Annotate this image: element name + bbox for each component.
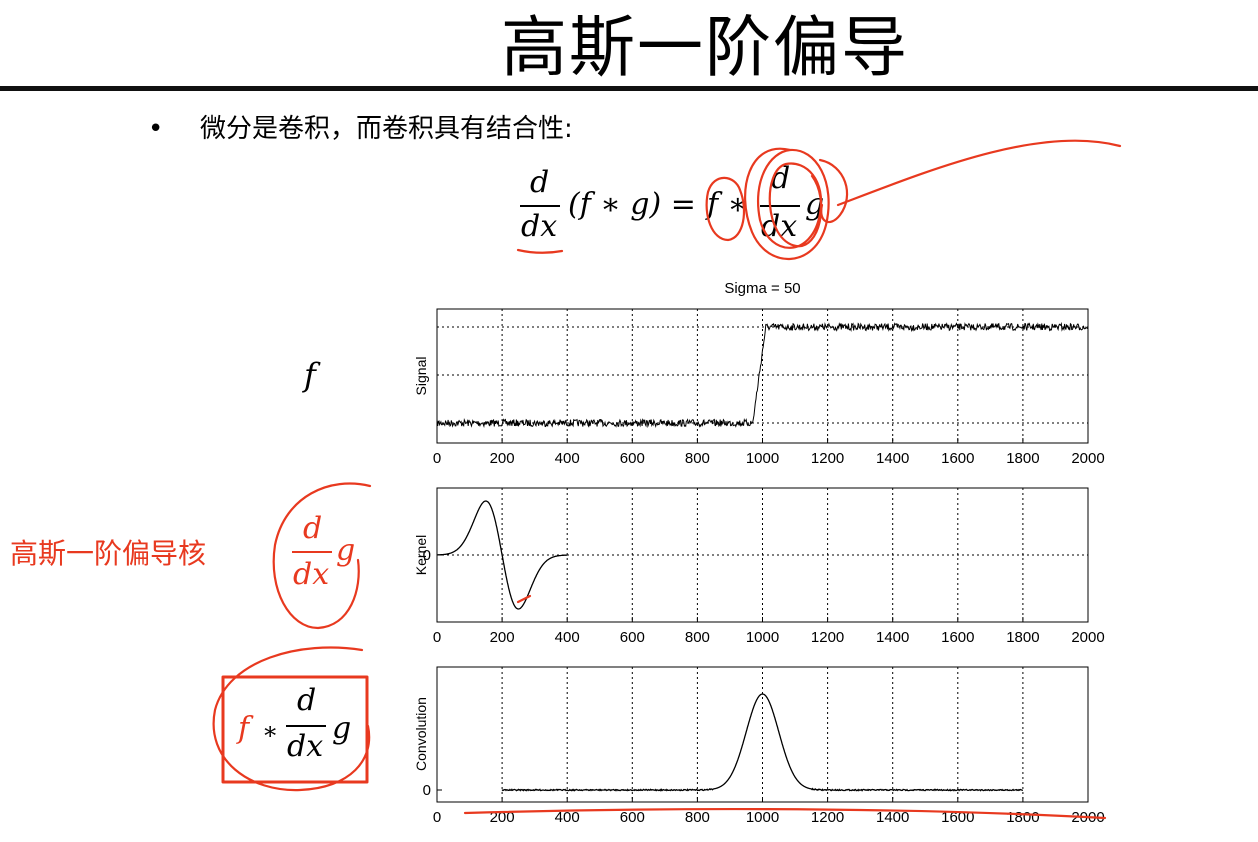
x-tick-label: 600 [620, 809, 645, 826]
x-tick-label: 400 [555, 809, 580, 826]
bullet-text: 微分是卷积，而卷积具有结合性: [200, 114, 573, 144]
row2-g: g [336, 533, 356, 568]
row3-fraction-bar [286, 725, 326, 727]
eq-lhs-fraction-bar [520, 205, 560, 207]
x-tick-label: 600 [620, 629, 645, 646]
convolution-series [501, 693, 1023, 792]
kernel-side-label: 高斯一阶偏导核 [10, 537, 207, 570]
x-tick-label: 800 [685, 809, 710, 826]
row3-f: f [238, 711, 250, 746]
y-axis-label: Signal [413, 357, 429, 396]
signal-plot: 0 200 400 600 800 1000 1200 1400 1600 1800 2000 Sig… [413, 308, 1105, 467]
x-tick-label: 200 [490, 629, 515, 646]
x-tick-label: 400 [555, 450, 580, 467]
x-tick-label: 1800 [1006, 809, 1039, 826]
x-tick-label: 800 [685, 450, 710, 467]
x-tick-label: 1200 [811, 809, 844, 826]
bullet-marker: • [148, 114, 164, 144]
x-tick-label: 600 [620, 450, 645, 467]
x-tick-label: 1000 [746, 809, 779, 826]
x-tick-label: 1000 [746, 629, 779, 646]
x-tick-label: 2000 [1071, 450, 1104, 467]
kernel-series [437, 500, 568, 610]
row3-g: g [332, 711, 352, 746]
y-axis-label: Kernel [413, 535, 429, 575]
x-tick-label: 1600 [941, 629, 974, 646]
x-tick-label: 1400 [876, 450, 909, 467]
slide-title: 高斯一阶偏导 [501, 9, 909, 86]
x-tick-label: 2000 [1071, 629, 1104, 646]
x-tick-label: 2000 [1071, 809, 1104, 826]
kernel-plot: 0 200 400 600 800 1000 1200 1400 1600 1800 2000 Ker… [413, 487, 1105, 646]
x-tick-label: 1600 [941, 809, 974, 826]
x-tick-label: 1400 [876, 629, 909, 646]
x-tick-label: 800 [685, 629, 710, 646]
row2-denominator: dx [293, 557, 330, 592]
x-tick-label: 400 [555, 629, 580, 646]
signal-series [436, 321, 1089, 429]
x-tick-label: 1800 [1006, 450, 1039, 467]
chart-title: Sigma = 50 [724, 280, 801, 297]
x-tick-label: 0 [433, 629, 441, 646]
x-tick-label: 0 [433, 450, 441, 467]
title-rule [0, 86, 1258, 91]
row1-f-label: f [304, 356, 316, 394]
convolution-plot: 0 200 400 600 800 1000 1200 1400 1600 1800 2000 Con… [413, 666, 1105, 826]
x-tick-label: 0 [433, 809, 441, 826]
row2-numerator: d [303, 511, 323, 546]
x-tick-label: 200 [490, 809, 515, 826]
y-tick-label: 0 [423, 547, 431, 564]
row3-op: ∗ [262, 717, 279, 745]
row3-denominator: dx [287, 729, 324, 764]
x-tick-label: 1600 [941, 450, 974, 467]
x-tick-label: 200 [490, 450, 515, 467]
y-axis-label: Convolution [413, 697, 429, 771]
eq-lhs-numerator: d [530, 165, 550, 200]
eq-lhs-body: (f ∗ g) = [568, 187, 696, 222]
x-tick-label: 1200 [811, 450, 844, 467]
x-tick-label: 1000 [746, 450, 779, 467]
x-tick-label: 1200 [811, 629, 844, 646]
y-tick-label: 0 [423, 782, 431, 799]
row2-fraction-bar [292, 551, 332, 553]
x-tick-label: 1800 [1006, 629, 1039, 646]
row3-numerator: d [297, 683, 317, 718]
eq-lhs-denominator: dx [521, 209, 558, 244]
x-tick-label: 1400 [876, 809, 909, 826]
